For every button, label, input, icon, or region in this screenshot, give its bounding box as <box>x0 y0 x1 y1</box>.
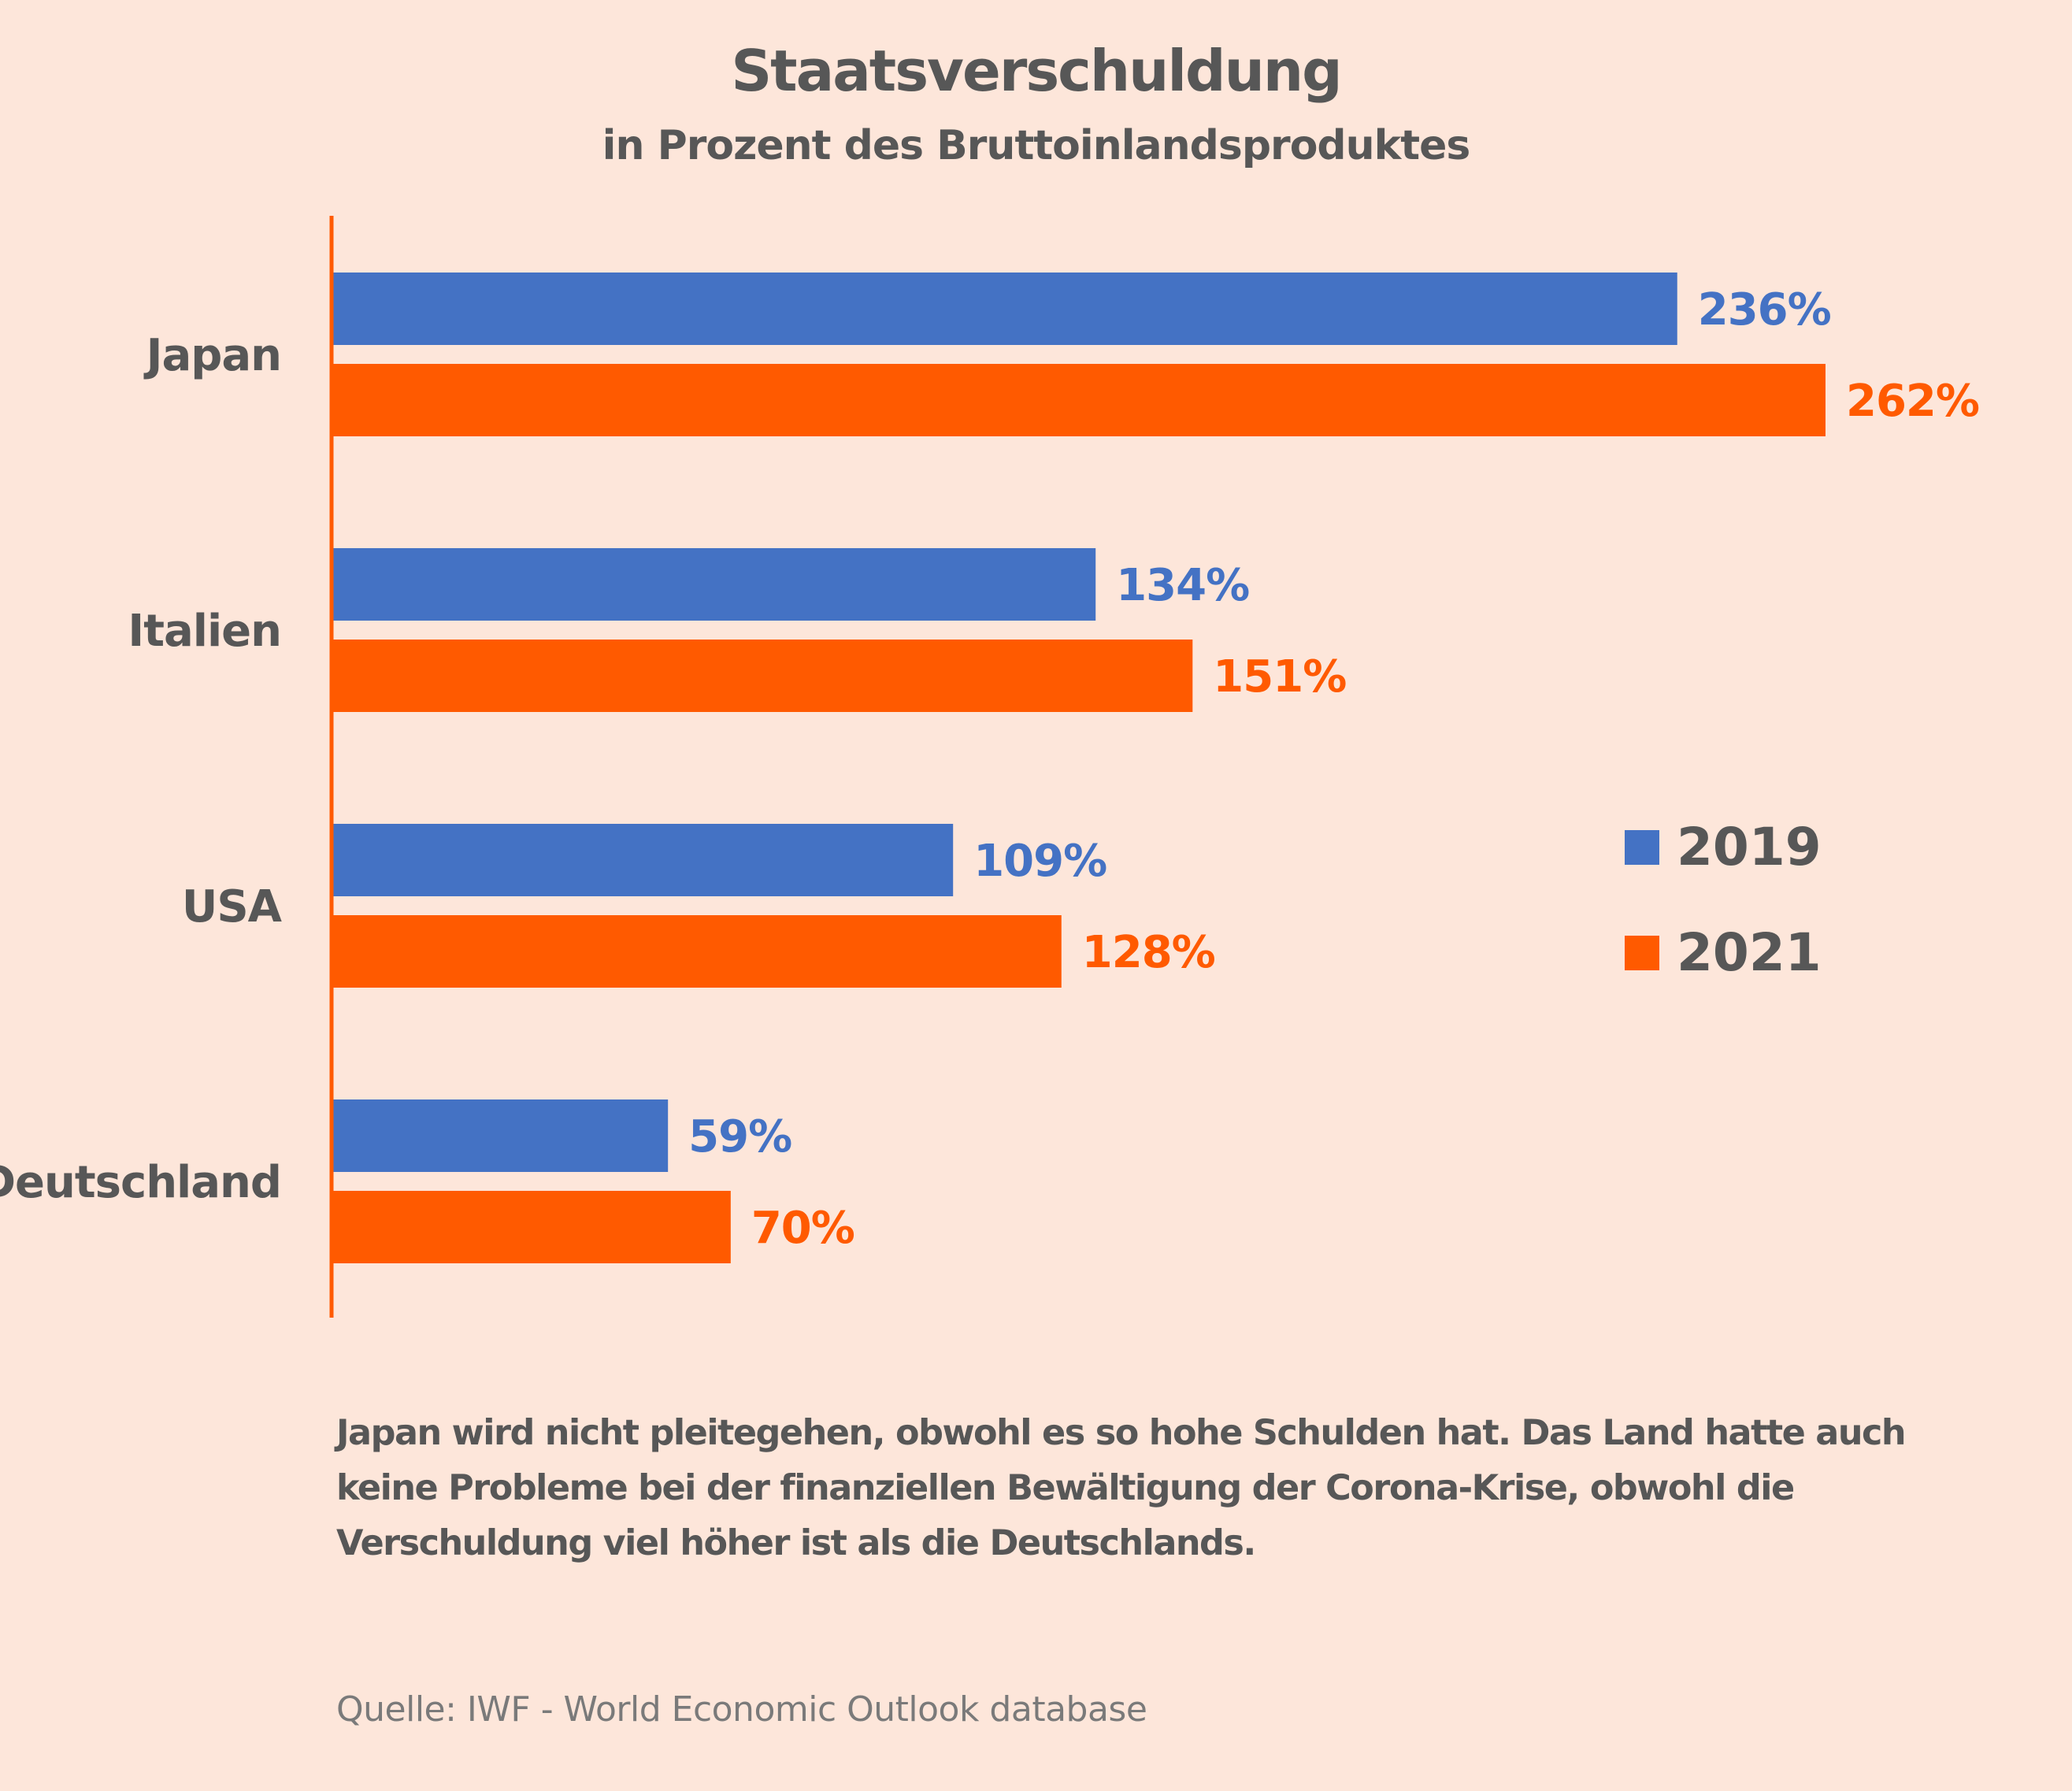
chart-title: Staatsverschuldung <box>731 38 1342 104</box>
value-label-japan-2019: 236% <box>1698 284 1831 336</box>
bar-deutschland-2019 <box>332 1099 669 1172</box>
category-label-japan: Japan <box>143 330 281 381</box>
bar-usa-2021 <box>332 915 1062 988</box>
category-label-italien: Italien <box>128 606 281 657</box>
value-label-italien-2019: 134% <box>1116 560 1249 611</box>
bar-japan-2021 <box>332 364 1826 436</box>
value-label-usa-2021: 128% <box>1082 927 1215 978</box>
legend-swatch-2019 <box>1625 830 1659 865</box>
legend-label-2021: 2021 <box>1677 922 1822 983</box>
chart-note: Japan wird nicht pleitegehen, obwohl es … <box>336 1413 1907 1563</box>
bar-deutschland-2021 <box>332 1191 731 1263</box>
value-label-usa-2019: 109% <box>973 836 1106 887</box>
chart-subtitle: in Prozent des Bruttoinlandsproduktes <box>602 122 1471 169</box>
bar-usa-2019 <box>332 824 954 896</box>
legend-label-2019: 2019 <box>1677 817 1822 877</box>
value-label-deutschland-2021: 70% <box>751 1203 854 1254</box>
bar-italien-2019 <box>332 548 1096 621</box>
bar-japan-2019 <box>332 273 1677 345</box>
value-label-deutschland-2019: 59% <box>688 1111 791 1162</box>
bar-italien-2021 <box>332 640 1193 712</box>
value-label-italien-2021: 151% <box>1213 651 1346 703</box>
value-label-japan-2021: 262% <box>1846 376 1979 427</box>
category-label-usa: USA <box>182 881 283 933</box>
bar-chart: Japan 236% 262% Italien 134% 151% USA 109% 128% D… <box>0 216 1980 1318</box>
category-label-deutschland: Deutschland <box>0 1157 281 1208</box>
legend-swatch-2021 <box>1625 936 1659 970</box>
source-note: Quelle: IWF - World Economic Outlook dat… <box>336 1689 1147 1730</box>
